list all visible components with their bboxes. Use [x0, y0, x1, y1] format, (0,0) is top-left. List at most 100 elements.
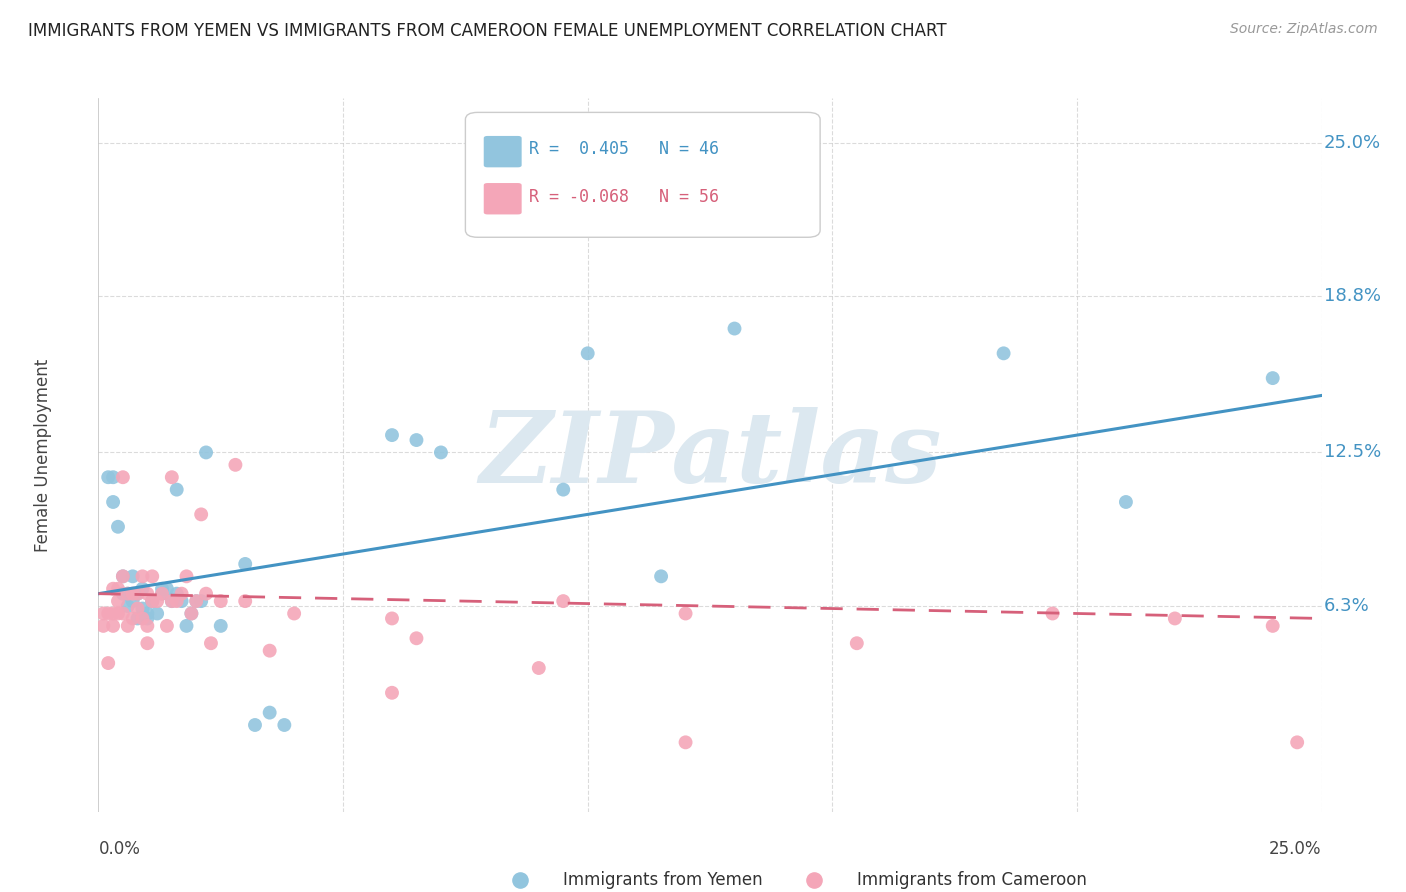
- Point: [107, 594, 129, 608]
- Text: R = -0.068   N = 56: R = -0.068 N = 56: [529, 187, 718, 205]
- Point: [233, 557, 256, 571]
- Point: [209, 594, 232, 608]
- Point: [101, 619, 124, 633]
- Text: 6.3%: 6.3%: [1324, 597, 1369, 615]
- Point: [101, 495, 124, 509]
- Point: [160, 594, 183, 608]
- Text: Immigrants from Cameroon: Immigrants from Cameroon: [856, 871, 1087, 888]
- Point: [127, 587, 149, 601]
- Point: [243, 718, 266, 732]
- Text: 25.0%: 25.0%: [1270, 840, 1322, 858]
- Point: [259, 643, 281, 657]
- Point: [150, 587, 173, 601]
- Point: [186, 594, 208, 608]
- Point: [209, 619, 232, 633]
- Point: [107, 582, 129, 596]
- Point: [381, 428, 404, 442]
- Point: [146, 594, 169, 608]
- Point: [111, 569, 134, 583]
- Point: [160, 594, 183, 608]
- Point: [97, 656, 120, 670]
- Point: [186, 594, 208, 608]
- Point: [195, 587, 218, 601]
- Text: 25.0%: 25.0%: [1324, 134, 1381, 152]
- Point: [131, 601, 153, 615]
- Point: [136, 636, 159, 650]
- Point: [176, 569, 198, 583]
- Point: [675, 607, 697, 621]
- Point: [136, 587, 159, 601]
- Point: [136, 619, 159, 633]
- Point: [166, 483, 188, 497]
- Point: [675, 735, 697, 749]
- Point: [180, 607, 202, 621]
- Point: [1261, 371, 1284, 385]
- Point: [553, 594, 575, 608]
- Point: [381, 611, 404, 625]
- Point: [160, 470, 183, 484]
- Point: [166, 594, 188, 608]
- Point: [121, 569, 143, 583]
- Point: [117, 587, 139, 601]
- Point: [107, 607, 129, 621]
- Point: [141, 594, 163, 608]
- Point: [283, 607, 305, 621]
- Point: [993, 346, 1015, 360]
- Point: [1261, 619, 1284, 633]
- Text: Female Unemployment: Female Unemployment: [34, 359, 52, 551]
- Point: [117, 599, 139, 613]
- Point: [127, 611, 149, 625]
- Point: [136, 607, 159, 621]
- Text: 0.0%: 0.0%: [98, 840, 141, 858]
- Point: [156, 619, 179, 633]
- Point: [127, 601, 149, 615]
- Point: [259, 706, 281, 720]
- Point: [111, 607, 134, 621]
- Point: [527, 661, 550, 675]
- Point: [1042, 607, 1064, 621]
- Point: [190, 594, 212, 608]
- Point: [430, 445, 453, 459]
- Point: [576, 346, 599, 360]
- Point: [121, 594, 143, 608]
- Point: [136, 611, 159, 625]
- Point: [97, 470, 120, 484]
- Point: [381, 686, 404, 700]
- Point: [845, 636, 868, 650]
- Point: [101, 607, 124, 621]
- Point: [723, 321, 745, 335]
- Point: [121, 611, 143, 625]
- Point: [97, 607, 120, 621]
- Point: [170, 587, 193, 601]
- Text: Immigrants from Yemen: Immigrants from Yemen: [564, 871, 763, 888]
- FancyBboxPatch shape: [484, 183, 522, 214]
- Text: Source: ZipAtlas.com: Source: ZipAtlas.com: [1230, 22, 1378, 37]
- Point: [170, 594, 193, 608]
- Point: [150, 587, 173, 601]
- Point: [180, 607, 202, 621]
- Text: 12.5%: 12.5%: [1324, 443, 1381, 461]
- Point: [195, 445, 218, 459]
- Text: ZIPatlas: ZIPatlas: [479, 407, 941, 503]
- Point: [111, 569, 134, 583]
- Point: [553, 483, 575, 497]
- Point: [405, 632, 427, 646]
- Point: [127, 587, 149, 601]
- Point: [233, 594, 256, 608]
- Point: [1115, 495, 1137, 509]
- Point: [150, 582, 173, 596]
- Point: [141, 594, 163, 608]
- FancyBboxPatch shape: [465, 112, 820, 237]
- Point: [200, 636, 222, 650]
- Point: [121, 587, 143, 601]
- Point: [131, 582, 153, 596]
- Point: [224, 458, 246, 472]
- Point: [101, 582, 124, 596]
- Point: [1286, 735, 1309, 749]
- FancyBboxPatch shape: [484, 136, 522, 168]
- Point: [166, 587, 188, 601]
- Point: [131, 569, 153, 583]
- Point: [141, 594, 163, 608]
- Point: [117, 619, 139, 633]
- Text: R =  0.405   N = 46: R = 0.405 N = 46: [529, 141, 718, 159]
